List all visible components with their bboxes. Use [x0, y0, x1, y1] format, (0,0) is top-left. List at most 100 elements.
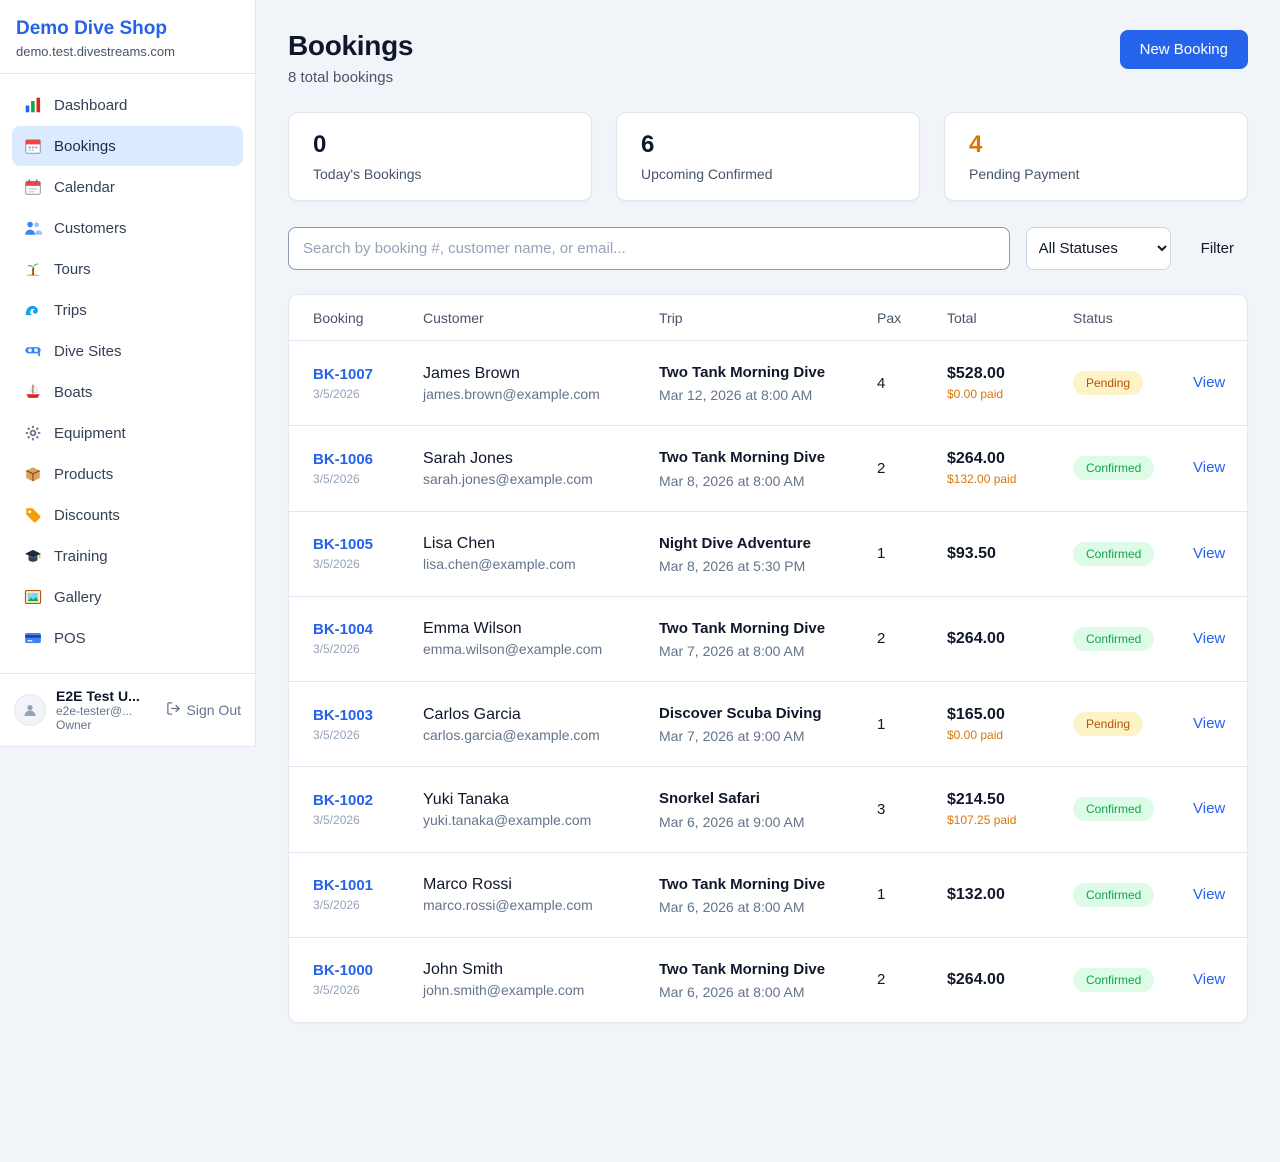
sidebar-item-tours[interactable]: Tours — [12, 249, 243, 289]
trip-cell: Two Tank Morning Dive Mar 12, 2026 at 8:… — [659, 363, 877, 403]
table-row: BK-1006 3/5/2026 Sarah Jones sarah.jones… — [289, 426, 1247, 512]
action-cell: View — [1193, 800, 1225, 818]
booking-id-link[interactable]: BK-1004 — [313, 621, 374, 639]
customer-cell: Carlos Garcia carlos.garcia@example.com — [423, 706, 659, 743]
trip-time: Mar 12, 2026 at 8:00 AM — [659, 387, 813, 404]
pax-count: 1 — [877, 545, 886, 563]
booking-id-link[interactable]: BK-1002 — [313, 791, 374, 809]
sidebar-item-equipment[interactable]: Equipment — [12, 413, 243, 453]
paid-amount: $132.00 paid — [947, 472, 1017, 487]
calendar-icon — [24, 178, 42, 196]
booking-cell: BK-1007 3/5/2026 — [313, 366, 423, 401]
booking-cell: BK-1002 3/5/2026 — [313, 792, 423, 827]
trip-cell: Two Tank Morning Dive Mar 8, 2026 at 8:0… — [659, 448, 877, 488]
trip-name: Two Tank Morning Dive — [659, 960, 826, 978]
table-header-row: Booking Customer Trip Pax Total Status — [289, 295, 1247, 341]
sidebar-item-bookings[interactable]: Bookings — [12, 126, 243, 166]
filter-row: All Statuses Filter — [288, 227, 1248, 270]
status-badge: Confirmed — [1073, 967, 1155, 992]
sidebar-item-training[interactable]: Training — [12, 536, 243, 576]
sidebar-item-label: Trips — [54, 301, 87, 319]
total-amount: $132.00 — [947, 885, 1005, 903]
sidebar-item-products[interactable]: Products — [12, 454, 243, 494]
booking-id-link[interactable]: BK-1001 — [313, 877, 374, 895]
column-header-pax: Pax — [877, 309, 902, 326]
view-link[interactable]: View — [1193, 629, 1226, 647]
status-cell: Confirmed — [1073, 541, 1193, 566]
customer-email: lisa.chen@example.com — [423, 556, 576, 573]
view-link[interactable]: View — [1193, 715, 1226, 733]
column-header-trip: Trip — [659, 309, 683, 326]
customer-email: emma.wilson@example.com — [423, 641, 603, 658]
sidebar-item-calendar[interactable]: Calendar — [12, 167, 243, 207]
tours-icon — [24, 260, 42, 278]
sidebar-item-dashboard[interactable]: Dashboard — [12, 85, 243, 125]
total-amount: $528.00 — [947, 365, 1005, 383]
status-badge: Confirmed — [1073, 541, 1155, 566]
table-row: BK-1005 3/5/2026 Lisa Chen lisa.chen@exa… — [289, 512, 1247, 597]
sidebar-item-trips[interactable]: Trips — [12, 290, 243, 330]
booking-cell: BK-1006 3/5/2026 — [313, 451, 423, 486]
stat-card-pending-payment: 4 Pending Payment — [944, 112, 1248, 201]
main-content: Bookings 8 total bookings New Booking 0 … — [256, 0, 1280, 1055]
trip-cell: Two Tank Morning Dive Mar 6, 2026 at 8:0… — [659, 960, 877, 1000]
booking-id-link[interactable]: BK-1003 — [313, 706, 374, 724]
sidebar-item-discounts[interactable]: Discounts — [12, 495, 243, 535]
action-cell: View — [1193, 715, 1225, 733]
customer-email: carlos.garcia@example.com — [423, 726, 600, 743]
pax-count: 2 — [877, 459, 886, 477]
booking-id-link[interactable]: BK-1006 — [313, 450, 374, 468]
view-link[interactable]: View — [1193, 885, 1226, 903]
view-link[interactable]: View — [1193, 970, 1226, 988]
booking-id-link[interactable]: BK-1000 — [313, 962, 374, 980]
paid-amount: $0.00 paid — [947, 728, 1004, 743]
status-filter-select[interactable]: All Statuses — [1025, 227, 1171, 270]
total-cell: $132.00 — [947, 886, 1073, 904]
action-cell: View — [1193, 886, 1225, 904]
pax-count: 1 — [877, 886, 886, 904]
view-link[interactable]: View — [1193, 459, 1226, 477]
action-cell: View — [1193, 971, 1225, 989]
sidebar-item-label: Bookings — [54, 137, 116, 155]
status-badge: Confirmed — [1073, 456, 1155, 481]
booking-cell: BK-1003 3/5/2026 — [313, 707, 423, 742]
action-cell: View — [1193, 630, 1225, 648]
booking-id-link[interactable]: BK-1005 — [313, 536, 374, 554]
table-row: BK-1007 3/5/2026 James Brown james.brown… — [289, 341, 1247, 427]
customer-email: james.brown@example.com — [423, 385, 600, 402]
stat-label: Upcoming Confirmed — [641, 166, 773, 182]
sidebar-item-customers[interactable]: Customers — [12, 208, 243, 248]
brand-block: Demo Dive Shop demo.test.divestreams.com — [0, 0, 255, 74]
trip-time: Mar 7, 2026 at 8:00 AM — [659, 643, 805, 659]
booking-id-link[interactable]: BK-1007 — [313, 365, 374, 383]
view-link[interactable]: View — [1193, 800, 1226, 818]
total-cell: $264.00 — [947, 971, 1073, 989]
total-amount: $264.00 — [947, 629, 1005, 647]
stat-value: 4 — [969, 131, 983, 158]
trip-name: Two Tank Morning Dive — [659, 364, 826, 381]
view-link[interactable]: View — [1193, 374, 1226, 392]
table-row: BK-1004 3/5/2026 Emma Wilson emma.wilson… — [289, 597, 1247, 682]
sign-out-button[interactable]: Sign Out — [166, 701, 241, 719]
customer-name: Yuki Tanaka — [423, 790, 509, 808]
status-badge: Confirmed — [1073, 797, 1155, 822]
new-booking-button[interactable]: New Booking — [1119, 30, 1248, 69]
customer-cell: John Smith john.smith@example.com — [423, 961, 659, 998]
sidebar: Demo Dive Shop demo.test.divestreams.com… — [0, 0, 256, 747]
sidebar-item-boats[interactable]: Boats — [12, 372, 243, 412]
sidebar-item-dive-sites[interactable]: Dive Sites — [12, 331, 243, 371]
search-input[interactable] — [288, 227, 1010, 270]
customer-name: James Brown — [423, 364, 520, 382]
brand-name: Demo Dive Shop — [16, 18, 167, 39]
customer-name: Emma Wilson — [423, 620, 522, 638]
total-amount: $264.00 — [947, 450, 1005, 468]
sidebar-item-label: Products — [54, 465, 114, 483]
sidebar-item-label: Discounts — [54, 506, 120, 524]
sidebar-item-gallery[interactable]: Gallery — [12, 577, 243, 617]
boats-icon — [24, 383, 42, 401]
customer-cell: Lisa Chen lisa.chen@example.com — [423, 535, 659, 572]
trip-name: Two Tank Morning Dive — [659, 875, 826, 893]
view-link[interactable]: View — [1193, 544, 1226, 562]
sidebar-item-pos[interactable]: POS — [12, 618, 243, 658]
filter-button[interactable]: Filter — [1187, 240, 1248, 257]
